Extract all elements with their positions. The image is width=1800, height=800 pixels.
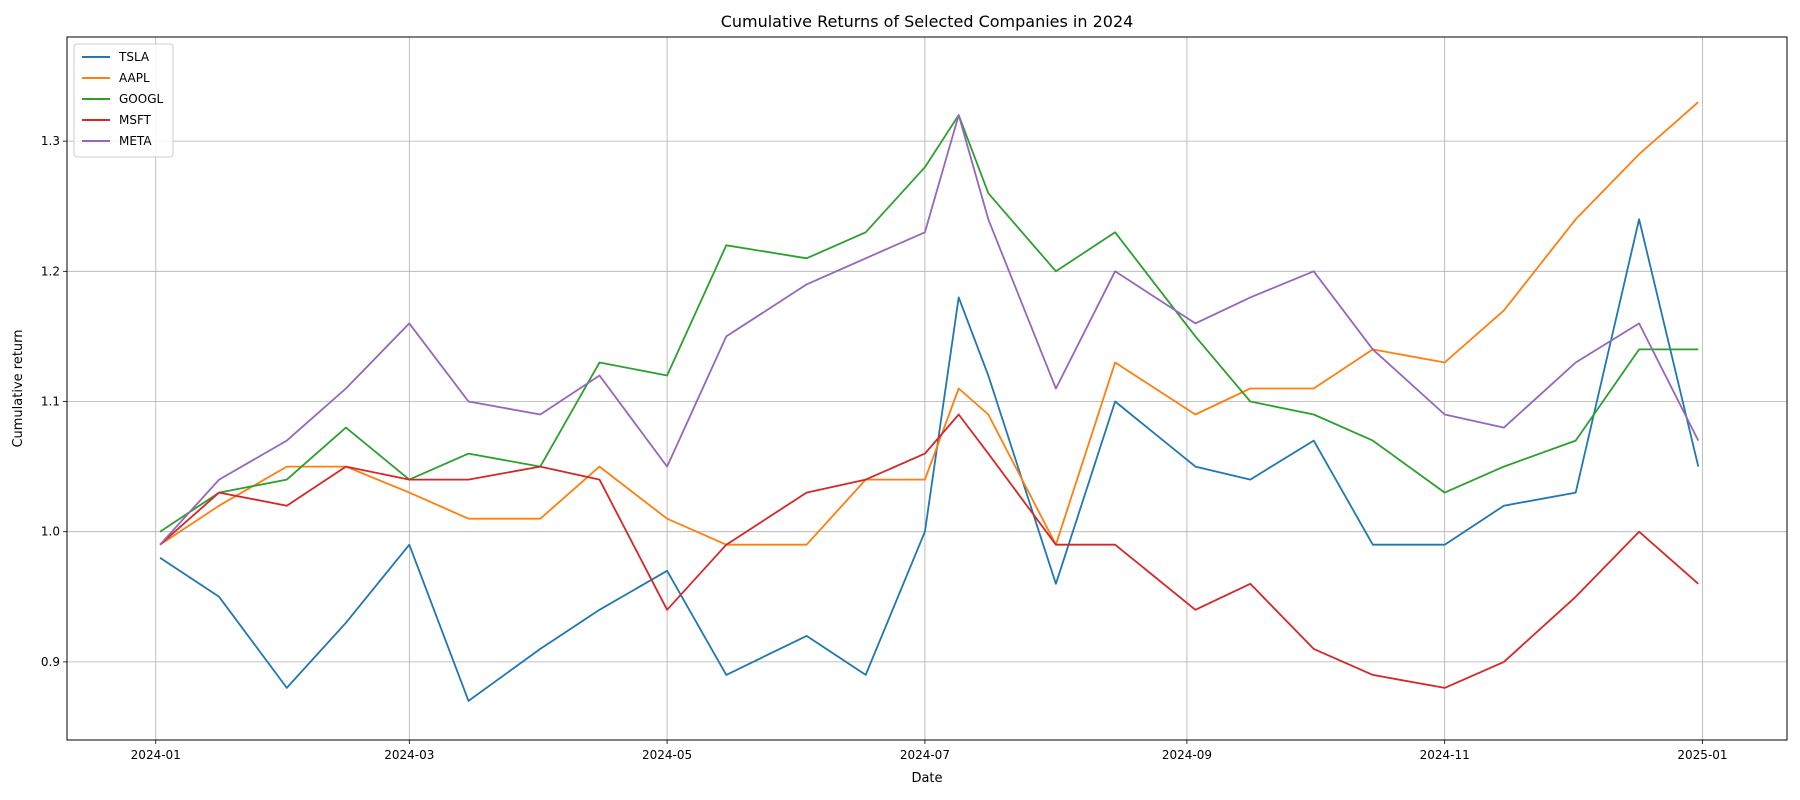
x-tick-label: 2024-11 xyxy=(1420,748,1470,762)
y-axis-ticks: 0.9 1.0 1.1 1.2 1.3 xyxy=(41,134,67,669)
x-axis-ticks: 2024-01 2024-03 2024-05 2024-07 2024-09 2024-… xyxy=(131,740,1728,762)
series-line-meta xyxy=(159,114,1700,546)
series-line-msft xyxy=(159,413,1699,689)
y-axis-label: Cumulative return xyxy=(11,329,26,447)
series-line-googl xyxy=(159,114,1699,533)
grid-lines xyxy=(67,37,1787,740)
y-tick-label: 1.1 xyxy=(41,395,60,409)
series-layer xyxy=(159,101,1700,702)
x-tick-label: 2024-09 xyxy=(1162,748,1212,762)
x-tick-label: 2025-01 xyxy=(1677,748,1727,762)
legend-label-msft: MSFT xyxy=(119,113,152,127)
legend-label-tsla: TSLA xyxy=(118,50,150,64)
legend-label-meta: META xyxy=(119,134,152,148)
legend-box xyxy=(73,43,174,158)
y-tick-label: 0.9 xyxy=(41,655,60,669)
y-tick-label: 1.0 xyxy=(41,525,60,539)
legend-label-googl: GOOGL xyxy=(119,92,163,106)
x-axis-label: Date xyxy=(911,771,942,786)
y-tick-label: 1.3 xyxy=(41,134,60,148)
legend: TSLA AAPL GOOGL MSFT META xyxy=(73,43,174,158)
plot-frame xyxy=(66,36,1788,741)
legend-label-aapl: AAPL xyxy=(119,71,150,85)
x-tick-label: 2024-07 xyxy=(900,748,950,762)
chart-title: Cumulative Returns of Selected Companies… xyxy=(721,12,1134,31)
y-tick-label: 1.2 xyxy=(41,264,60,278)
x-tick-label: 2024-05 xyxy=(642,748,692,762)
x-tick-label: 2024-03 xyxy=(384,748,434,762)
series-line-tsla xyxy=(159,218,1700,702)
x-tick-label: 2024-01 xyxy=(131,748,181,762)
